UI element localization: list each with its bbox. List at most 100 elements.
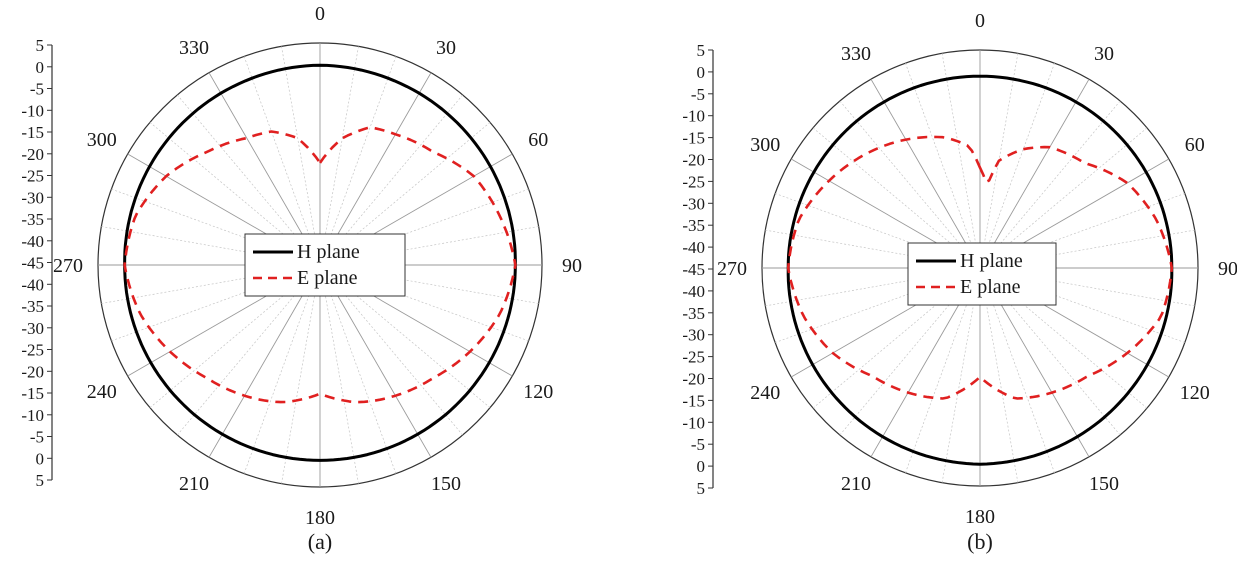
radial-tick-label: -10 — [21, 101, 44, 120]
legend-entry-label: E plane — [960, 276, 1021, 298]
angle-tick-label: 180 — [965, 506, 995, 528]
angle-tick-label: 30 — [1094, 43, 1114, 65]
angle-tick-label: 120 — [523, 381, 553, 403]
angle-tick-label: 120 — [1180, 382, 1210, 404]
legend-entry-label: H plane — [297, 241, 360, 263]
radial-tick-label: -10 — [21, 406, 44, 425]
radial-tick-label: -40 — [682, 238, 705, 257]
radial-tick-label: -10 — [682, 107, 705, 126]
angle-tick-label: 300 — [750, 134, 780, 156]
angle-tick-label: 240 — [750, 382, 780, 404]
angle-tick-label: 30 — [436, 37, 456, 59]
polar-spoke-minor — [839, 100, 981, 269]
radial-tick-label: -30 — [682, 194, 705, 213]
radial-tick-label: -20 — [682, 151, 705, 170]
radial-tick-label: -5 — [30, 428, 44, 447]
angle-tick-label: 330 — [841, 43, 871, 65]
radial-tick-label: -40 — [682, 282, 705, 301]
radial-tick-label: -5 — [30, 80, 44, 99]
polar-spoke-major — [979, 78, 1090, 269]
polar-spoke-major — [208, 264, 321, 458]
polar-spoke-minor — [319, 56, 397, 266]
panel-label: (b) — [967, 529, 993, 554]
angle-tick-label: 60 — [1185, 134, 1205, 156]
polar-spoke-minor — [243, 264, 321, 474]
legend: H plane E plane — [907, 242, 1057, 306]
radial-tick-label: 0 — [697, 457, 706, 476]
angle-tick-label: 270 — [717, 258, 747, 280]
radial-tick-label: -40 — [21, 232, 44, 251]
polar-spoke-minor — [905, 62, 981, 269]
polar-spoke-major — [208, 72, 321, 266]
radial-tick-label: 5 — [36, 471, 45, 490]
radial-tick-label: -35 — [21, 297, 44, 316]
angle-tick-label: 90 — [1218, 258, 1237, 280]
radial-tick-label: 0 — [36, 58, 45, 77]
polar-spoke-major — [319, 72, 432, 266]
radial-tick-label: -30 — [682, 326, 705, 345]
radial-tick-label: 5 — [36, 36, 45, 55]
radial-tick-label: -25 — [21, 341, 44, 360]
radial-tick-label: 0 — [697, 63, 706, 82]
radial-tick-label: -20 — [682, 370, 705, 389]
radial-tick-label: 5 — [697, 479, 706, 498]
angle-tick-label: 210 — [841, 473, 871, 495]
angle-tick-label: 0 — [315, 3, 325, 25]
polar-spoke-major — [870, 78, 981, 269]
polar-spoke-minor — [243, 56, 321, 266]
radial-tick-label: -20 — [21, 362, 44, 381]
radial-tick-label: -25 — [21, 167, 44, 186]
angle-tick-label: 210 — [179, 473, 209, 495]
polar-spoke-minor — [281, 46, 321, 266]
radial-tick-label: -45 — [21, 254, 44, 273]
polar-spoke-minor — [319, 46, 359, 266]
polar-spoke-minor — [979, 62, 1055, 269]
series-line-h-plane — [786, 74, 1174, 466]
angle-tick-label: 240 — [87, 381, 117, 403]
radial-tick-label: -35 — [682, 216, 705, 235]
angle-tick-label: 180 — [305, 507, 335, 529]
angle-tick-label: 150 — [1089, 473, 1119, 495]
radial-tick-label: -25 — [682, 348, 705, 367]
legend-entry-label: E plane — [297, 267, 358, 289]
radial-tick-label: 0 — [36, 449, 45, 468]
polar-chart-a: 0 30 60 90 120 150 180 210 240 270 300 330 5 0 -5 -10 -1… — [21, 3, 582, 554]
polar-spoke-minor — [941, 53, 981, 269]
legend: H plane E plane — [244, 233, 406, 297]
radial-tick-label: -45 — [682, 260, 705, 279]
radial-tick-label: -5 — [691, 85, 705, 104]
angle-tick-label: 150 — [431, 473, 461, 495]
legend-entry-label: H plane — [960, 250, 1023, 272]
angle-tick-label: 60 — [528, 129, 548, 151]
polar-spoke-minor — [281, 264, 321, 484]
angle-tick-label: 270 — [53, 255, 83, 277]
panel-label: (a) — [308, 529, 332, 554]
series-line-e-plane — [786, 135, 1174, 400]
radial-tick-label: -30 — [21, 319, 44, 338]
polar-spoke-minor — [319, 264, 397, 474]
radial-tick-label: -15 — [21, 384, 44, 403]
angle-tick-label: 330 — [179, 37, 209, 59]
angle-tick-label: 90 — [562, 255, 582, 277]
polar-chart-b: 0 30 60 90 120 150 180 210 240 270 300 330 5 0 -5 -10 -1… — [682, 10, 1237, 554]
polar-spoke-minor — [979, 100, 1121, 269]
radial-tick-label: -35 — [682, 304, 705, 323]
radial-tick-label: -15 — [21, 123, 44, 142]
radial-tick-label: -25 — [682, 172, 705, 191]
series-line-h-plane — [123, 63, 517, 462]
polar-spoke-major — [319, 264, 432, 458]
radial-tick-label: -35 — [21, 210, 44, 229]
series-line-e-plane — [123, 126, 517, 404]
radial-tick-label: -15 — [682, 391, 705, 410]
radial-tick-label: -15 — [682, 129, 705, 148]
radial-tick-label: -20 — [21, 145, 44, 164]
polar-spoke-minor — [319, 264, 359, 484]
radial-tick-label: -40 — [21, 275, 44, 294]
legend-box — [244, 233, 406, 297]
angle-tick-label: 300 — [87, 129, 117, 151]
angle-tick-label: 0 — [975, 10, 985, 32]
radial-tick-label: -30 — [21, 188, 44, 207]
legend-box — [907, 242, 1057, 306]
radial-tick-label: 5 — [697, 41, 706, 60]
